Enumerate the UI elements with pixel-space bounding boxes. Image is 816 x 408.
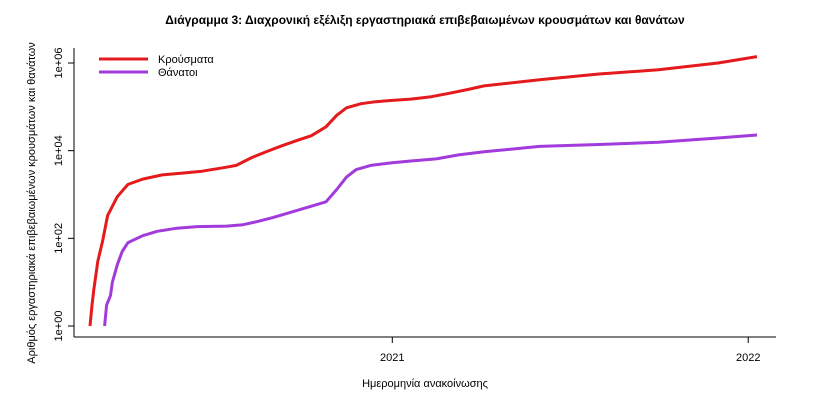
x-tick-label: 2021 <box>380 352 404 364</box>
y-tick-label: 1e+02 <box>53 223 65 254</box>
x-tick-label: 2022 <box>736 352 760 364</box>
x-axis-label: Ημερομηνία ανακοίνωσης <box>362 378 488 390</box>
y-tick-label: 1e+00 <box>53 311 65 342</box>
legend-label: Κρούσματα <box>158 54 214 66</box>
legend-label: Θάνατοι <box>158 67 198 79</box>
y-tick-label: 1e+04 <box>53 135 65 166</box>
series-line-deaths <box>103 133 758 327</box>
chart-title: Διάγραμμα 3: Διαχρονική εξέλιξη εργαστηρ… <box>165 13 685 27</box>
y-tick-label: 1e+06 <box>53 48 65 79</box>
series-line-cases <box>88 55 758 327</box>
x-axis-ticks: 2021 2022 <box>380 337 760 364</box>
series-layer <box>88 55 758 327</box>
y-axis-ticks: 1e+00 1e+02 1e+04 1e+06 <box>53 48 74 342</box>
y-axis-label: Αριθμός εργαστηριακά επιβεβαιωμένων κρου… <box>26 42 38 364</box>
